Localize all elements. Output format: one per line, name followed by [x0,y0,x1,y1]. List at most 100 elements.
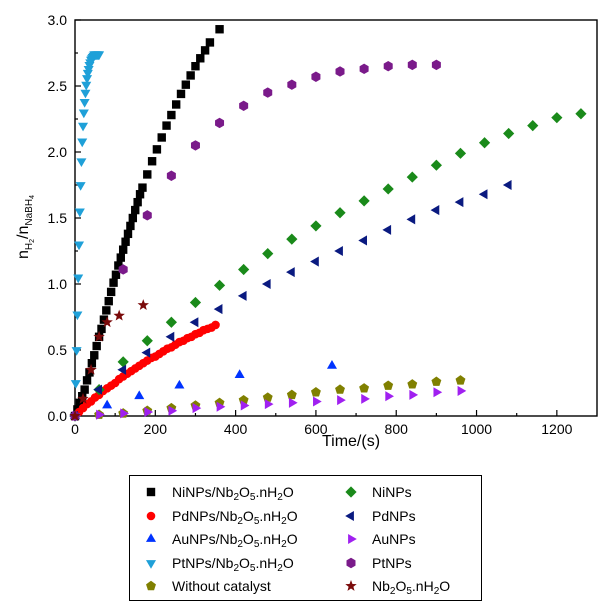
legend-entry: AuNPs/Nb2O5.nH2O [140,529,298,550]
data-point [382,224,392,235]
data-point [85,363,97,375]
data-point [205,38,215,47]
data-point [126,221,135,231]
y-tick-label: 1.0 [48,276,68,292]
legend-label-text: O [395,578,407,594]
data-point [157,133,166,142]
legend-label-subscript: 2 [281,539,287,550]
legend-entry: PdNPs [340,506,416,526]
data-point [262,392,273,402]
series-nb2o5-nh2o [69,299,149,421]
legend-label-text: .nH [259,507,282,524]
data-point [430,205,440,216]
legend-marker-shape [348,533,357,545]
legend-label-text: PdNPs [372,507,416,524]
x-tick-label: 1200 [541,421,572,437]
data-point [162,121,171,130]
legend-marker-shape [346,557,356,568]
data-point [71,347,82,356]
y-axis-title-sub-h2: H [24,243,35,250]
data-point [165,316,177,328]
data-point [80,385,89,394]
data-point [138,183,147,192]
data-point [359,63,369,75]
y-tick-label: 2.0 [48,144,68,160]
data-point [478,137,491,149]
data-point [90,351,99,360]
legend-label-subscript: 5 [249,562,256,574]
data-point [234,369,245,378]
legend-label-subscript: 2 [233,492,240,503]
x-tick-label: 200 [144,421,168,437]
data-point [76,158,87,168]
data-point [237,290,247,301]
data-point [431,59,441,71]
data-point [311,71,321,82]
series-without-catalyst [70,375,466,421]
legend-entry: AuNPs [340,529,416,549]
data-point [102,306,111,315]
x-axis-title: Time/(s) [322,433,380,450]
data-point [93,384,102,395]
x-tick-label: 800 [385,421,409,437]
chart-legend: NiNPs/Nb2O5.nH2O NiNPs PdNPs/Nb2O5.nH2O PdN… [129,475,482,601]
legend-label-text: O [239,484,250,500]
legend-label-text: PtNPs [372,554,412,571]
legend-marker [348,533,357,545]
data-point [502,179,512,191]
legend-label-text: NiNPs [372,484,412,500]
legend-marker-shape [345,486,357,498]
data-point [361,393,370,404]
data-point [454,147,467,159]
data-point [141,347,151,358]
legend-marker [345,486,357,498]
data-point [385,391,394,402]
series-ninps [69,108,587,422]
data-point [335,66,345,77]
legend-entry: PtNPs [340,553,412,573]
data-point [238,263,250,276]
y-tick-label: 2.5 [48,78,68,94]
data-point [92,341,101,351]
data-point [81,81,92,91]
data-point [152,145,162,154]
data-point [174,379,185,389]
data-point [96,409,105,420]
legend-label-text: .nH [411,578,434,594]
data-point [176,89,186,99]
data-point [263,87,273,98]
data-point [262,248,274,260]
legend-entry: PtNPs/Nb2O5.nH2O [140,553,294,573]
legend-label-text: NiNPs/Nb [172,484,234,500]
legend-marker-shape [146,487,156,497]
legend-entry: NiNPs/Nb2O5.nH2O [140,482,294,503]
series-ptnps [70,59,441,422]
legend-label-subscript: 5 [253,539,260,550]
data-point [213,304,223,315]
y-tick-label: 1.5 [48,210,68,226]
legend-label-text: O [286,531,298,547]
legend-label-text: O [286,507,298,524]
data-point [430,159,442,171]
data-point [192,403,202,414]
legend-entry: NiNPs [340,482,412,502]
legend-label-subscript: 2 [277,492,283,503]
legend-label-text: .nH [259,531,282,547]
data-point [239,100,249,111]
data-point [104,296,113,306]
data-point [131,205,140,215]
data-point [101,316,113,328]
data-point [189,296,202,309]
legend-label-subscript: 5 [253,515,260,527]
data-point [527,120,539,132]
data-point [167,110,176,120]
plot-axes: 0 200 400 600 800 1000 1200 0.0 0.5 1.0 1.5 2.0 2.5 3… [48,12,598,437]
legend-marker-shape [345,580,357,591]
legend-marker [146,511,156,520]
data-point [117,364,127,375]
data-point [457,385,467,396]
data-point [213,279,226,291]
legend-label: NiNPs/Nb2O5.nH2O [172,484,294,503]
legend-label-subscript: 5 [406,586,412,597]
legend-label-subscript: 2 [233,562,240,574]
